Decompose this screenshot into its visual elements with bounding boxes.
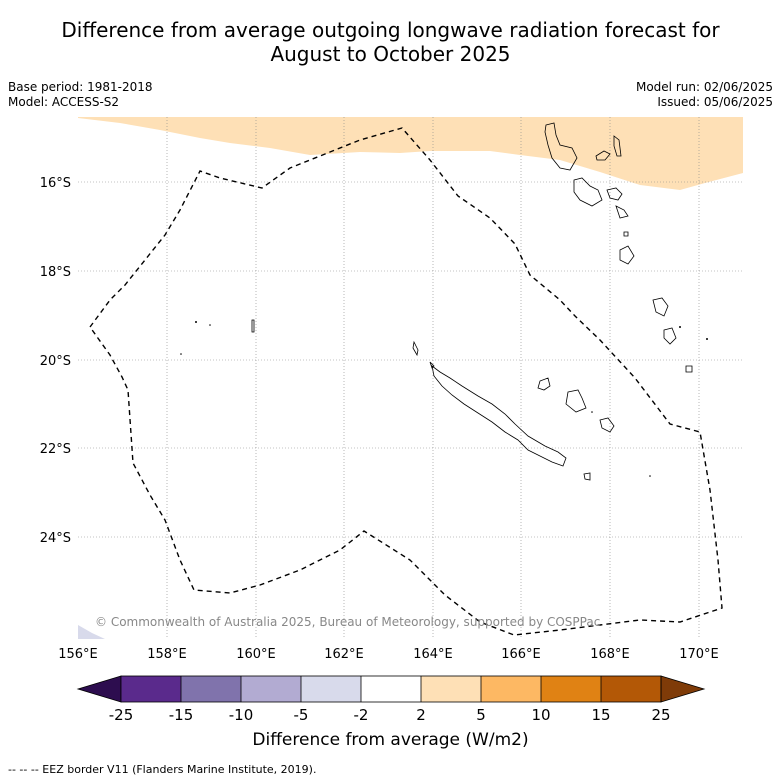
colorbar-tick: 15: [591, 706, 610, 724]
title-line-1: Difference from average outgoing longwav…: [61, 18, 720, 42]
colorbar-tick: 10: [531, 706, 550, 724]
colorbar-swatch: [601, 676, 661, 702]
colorbar-tick: -15: [169, 706, 194, 724]
colorbar-tick: 25: [651, 706, 670, 724]
colorbar-swatch: [241, 676, 301, 702]
meta-right: Model run: 02/06/2025 Issued: 05/06/2025: [636, 80, 773, 110]
lon-label: 162°E: [324, 647, 364, 662]
anomaly-positive-region: [78, 117, 743, 190]
lat-label: 22°S: [40, 442, 71, 457]
lat-label: 16°S: [40, 176, 71, 191]
title-line-2: August to October 2025: [270, 42, 511, 66]
vanuatu-islands: [544, 122, 578, 171]
colorbar-swatch: [541, 676, 601, 702]
lon-label: 170°E: [679, 647, 719, 662]
lon-label: 158°E: [147, 647, 187, 662]
lat-label: 18°S: [40, 265, 71, 280]
small-islets: [180, 321, 708, 477]
eez-border: [89, 127, 723, 636]
anomaly-negative-region: [78, 625, 105, 639]
new-caledonia-mainland: [431, 365, 567, 467]
colorbar-swatch: [481, 676, 541, 702]
colorbar-swatch: [361, 676, 421, 702]
coastlines: [251, 122, 693, 481]
base-period: Base period: 1981-2018: [8, 80, 153, 94]
colorbar-swatch: [181, 676, 241, 702]
colorbar-extend-high: [660, 675, 706, 703]
copyright-notice: © Commonwealth of Australia 2025, Bureau…: [95, 615, 600, 629]
eez-legend-note: -- -- -- EEZ border V11 (Flanders Marine…: [8, 763, 317, 776]
gridlines: [78, 117, 743, 639]
colorbar-label: Difference from average (W/m2): [252, 730, 529, 750]
colorbar-swatch: [421, 676, 481, 702]
lon-labels: 156°E 158°E 160°E 162°E 164°E 166°E 168°…: [58, 647, 719, 662]
meta-left: Base period: 1981-2018 Model: ACCESS-S2: [8, 80, 153, 110]
colorbar-tick: -2: [354, 706, 369, 724]
colorbar-tick: -25: [109, 706, 134, 724]
colorbar-swatch: [121, 676, 181, 702]
colorbar-extend-low: [76, 675, 122, 703]
colorbar-tick: 2: [416, 706, 426, 724]
colorbar: -25 -15 -10 -5 -2 2 5 10 15 25: [76, 675, 706, 724]
lat-labels: 16°S 18°S 20°S 22°S 24°S: [40, 176, 71, 546]
colorbar-tick: 5: [476, 706, 486, 724]
lon-label: 160°E: [236, 647, 276, 662]
colorbar-swatch: [301, 676, 361, 702]
loyalty-islands: [537, 377, 551, 391]
colorbar-tick: -10: [229, 706, 254, 724]
issued-date: Issued: 05/06/2025: [657, 95, 773, 109]
map-area: [78, 117, 743, 639]
lat-label: 20°S: [40, 354, 71, 369]
lat-label: 24°S: [40, 531, 71, 546]
lon-label: 156°E: [58, 647, 98, 662]
lon-label: 166°E: [501, 647, 541, 662]
chart-title: Difference from average outgoing longwav…: [0, 18, 781, 66]
model-run: Model run: 02/06/2025: [635, 80, 773, 94]
colorbar-tick: -5: [294, 706, 309, 724]
model-name: Model: ACCESS-S2: [8, 95, 120, 109]
lon-label: 164°E: [413, 647, 453, 662]
lon-label: 168°E: [590, 647, 630, 662]
